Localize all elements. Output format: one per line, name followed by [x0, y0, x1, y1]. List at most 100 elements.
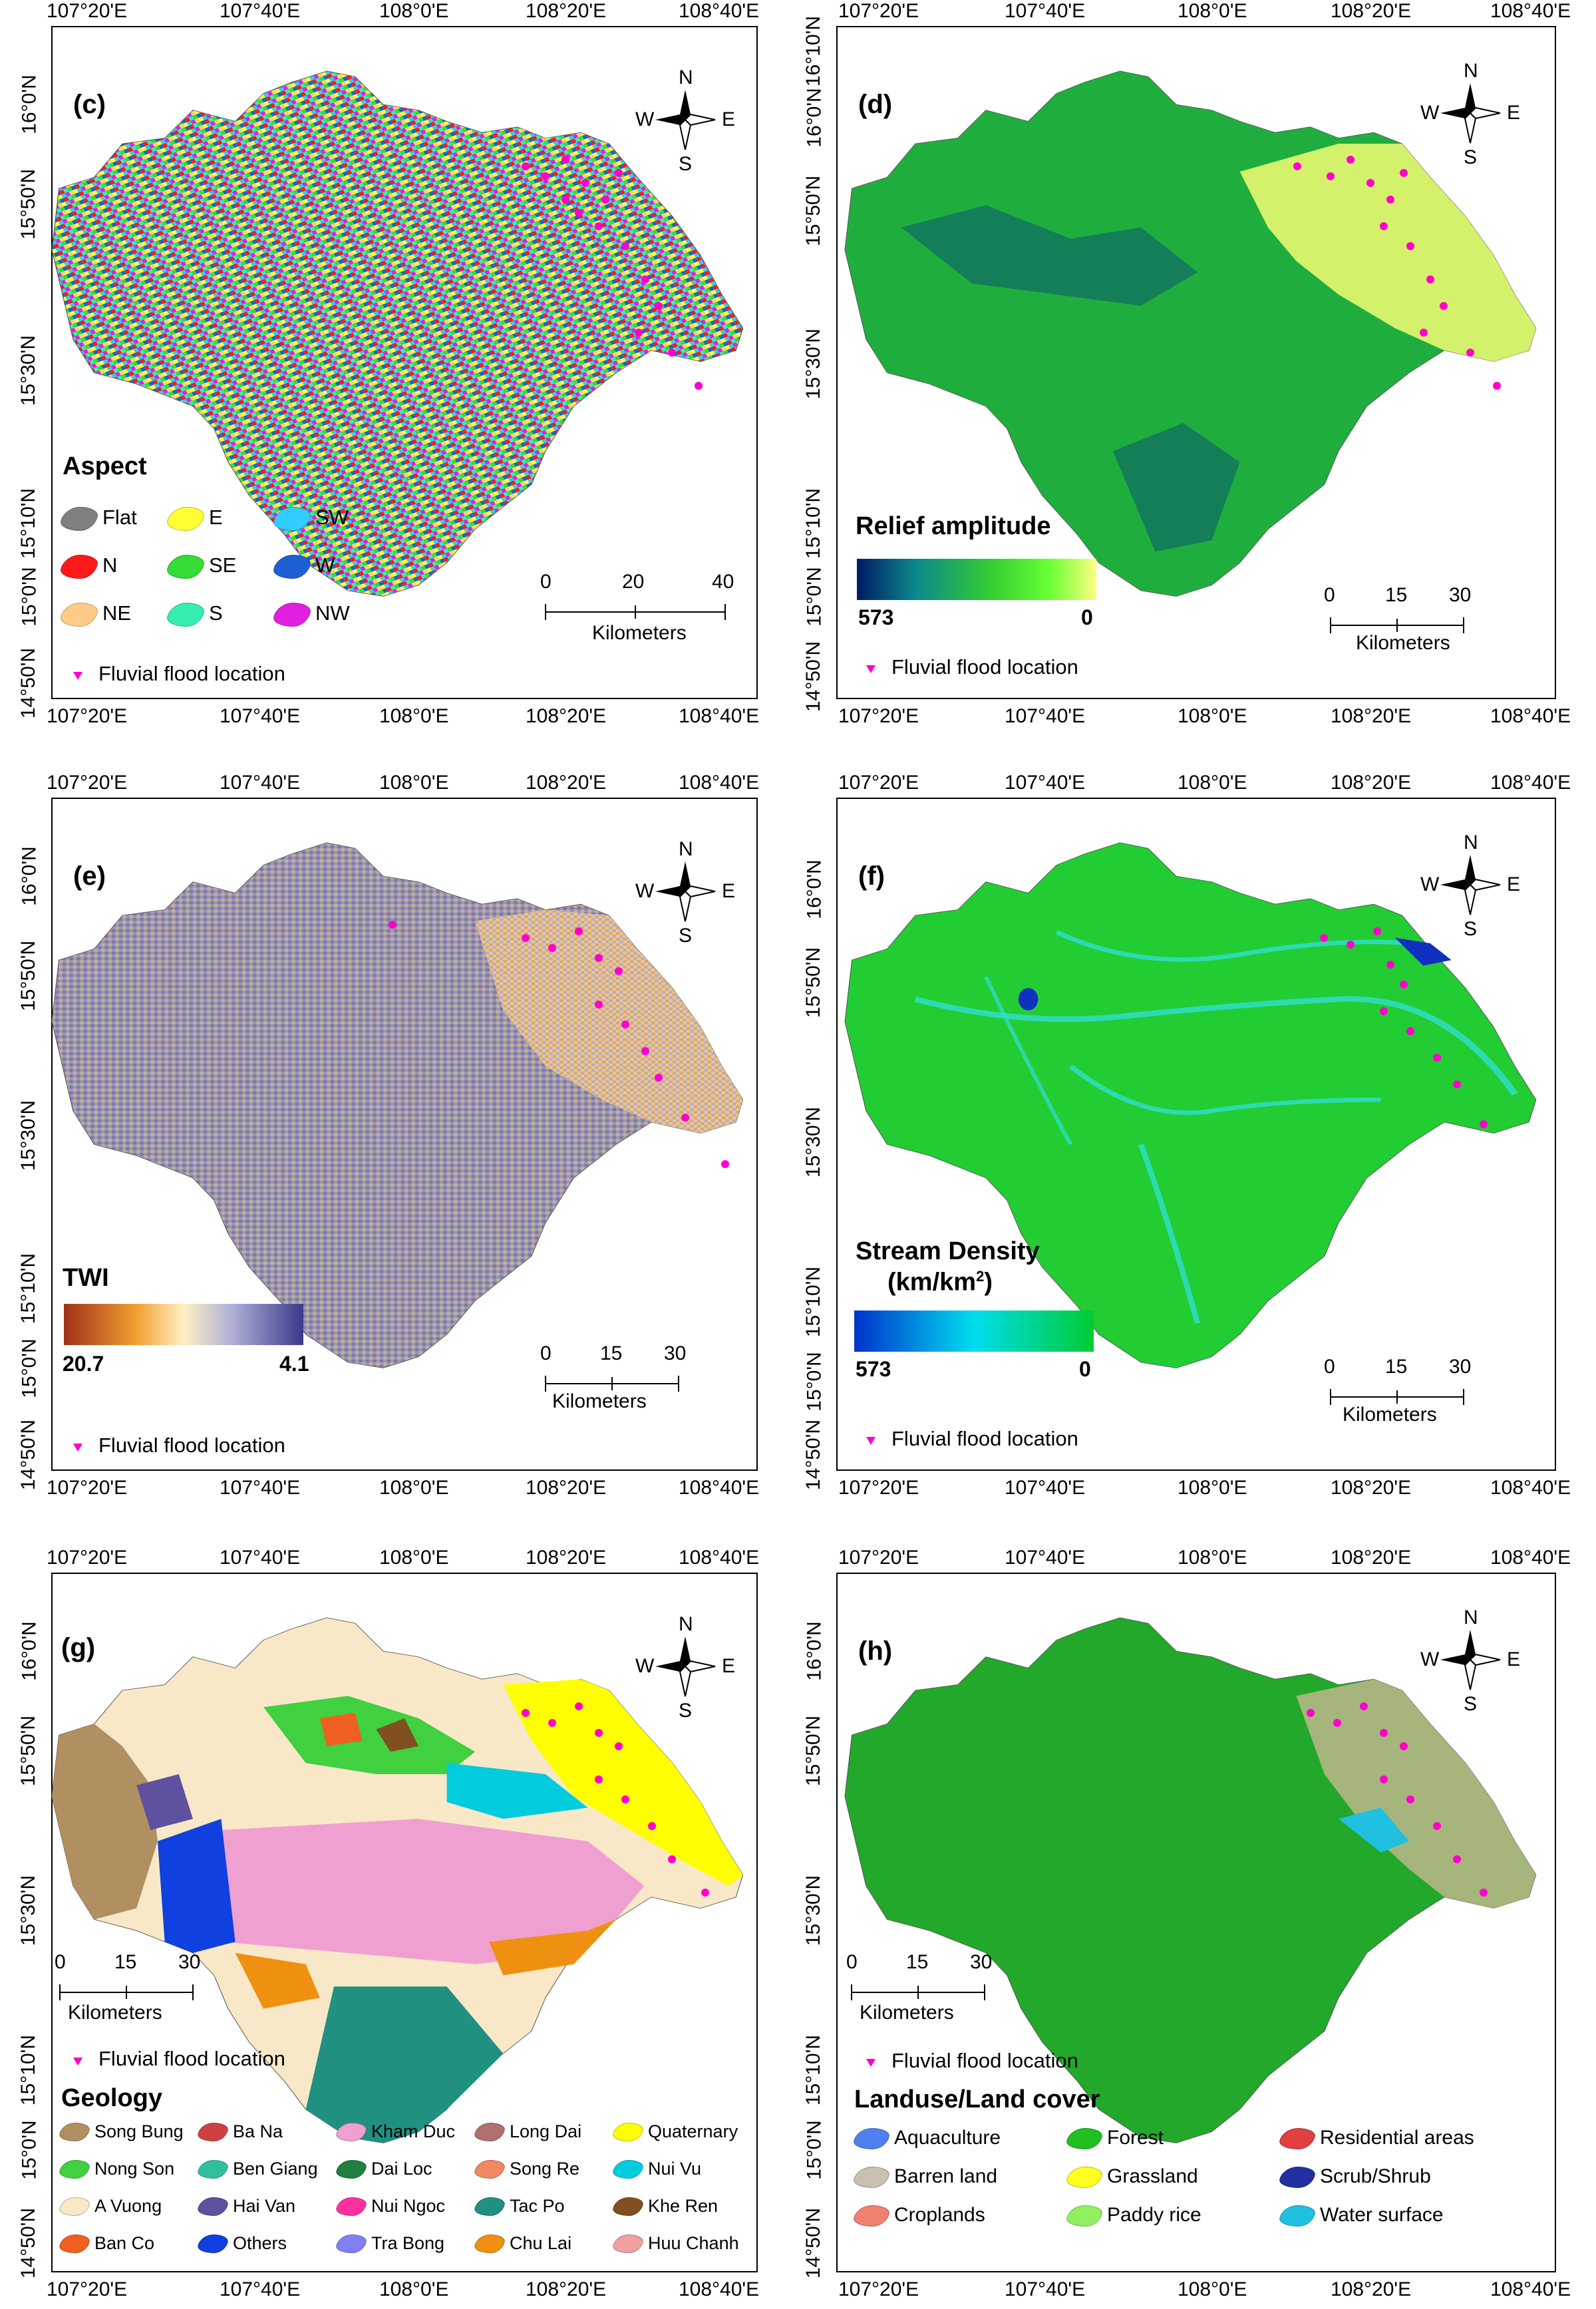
- compass-n-f: N: [1464, 832, 1478, 853]
- lon-tick-top-2: 107°40'E: [1005, 772, 1086, 794]
- lon-tick-top-3: 108°0'E: [379, 1547, 449, 1569]
- scale-tick-c-1: 20: [622, 571, 645, 593]
- lon-tick-top-3: 108°0'E: [1178, 772, 1247, 794]
- panel-label-h: (h): [858, 1636, 893, 1666]
- geology-legend-label: Tra Bong: [371, 2233, 445, 2253]
- lon-tick-top-4: 108°20'E: [1331, 0, 1412, 22]
- lat-tick-left-6: 14°50'N: [802, 1419, 825, 1491]
- compass-n-d: N: [1464, 60, 1478, 82]
- lat-tick-left-6: 14°50'N: [17, 647, 40, 719]
- twi-ramp: [64, 1304, 303, 1345]
- lat-tick-left-3: 15°30'N: [17, 1875, 40, 1946]
- landuse-legend-label: Barren land: [894, 2165, 998, 2187]
- panel-h-svg: [836, 1573, 1556, 2272]
- geology-swatch-icon: [58, 2160, 91, 2179]
- aspect-legend-label: E: [209, 506, 223, 529]
- lon-tick-top-4: 108°20'E: [1331, 772, 1412, 794]
- lon-tick-top-2: 107°40'E: [1005, 0, 1086, 22]
- lon-tick-top-5: 108°40'E: [679, 1547, 760, 1569]
- lat-tick-left-4: 15°10'N: [802, 2034, 825, 2106]
- lon-tick-top-3: 108°0'E: [1178, 0, 1247, 22]
- panel-f-svg: [836, 798, 1556, 1471]
- flood-points-g: [522, 1702, 709, 1897]
- lon-tick-bottom-4: 108°20'E: [1331, 705, 1412, 727]
- lat-tick-left-2: 15°50'N: [17, 168, 40, 240]
- lat-tick-left-2: 15°50'N: [802, 1715, 825, 1787]
- landuse-legend-label: Forest: [1107, 2127, 1164, 2149]
- lat-tick-left-3: 15°30'N: [802, 1106, 825, 1178]
- panel-g-svg: [51, 1573, 758, 2272]
- compass-w-g: W: [635, 1655, 655, 1677]
- lon-tick-bottom-1: 107°20'E: [47, 1477, 128, 1499]
- lon-tick-top-4: 108°20'E: [526, 1547, 607, 1569]
- scale-tick-e-1: 15: [600, 1342, 623, 1364]
- relief-ramp: [857, 559, 1096, 600]
- landuse-swatch-icon: [1064, 2167, 1104, 2188]
- lat-tick-left-5: 15°0'N: [803, 567, 826, 627]
- compass-s-h: S: [1464, 1693, 1478, 1715]
- lon-tick-top-3: 108°0'E: [379, 0, 449, 22]
- lon-tick-top-4: 108°20'E: [526, 0, 607, 22]
- lon-tick-top-4: 108°20'E: [1331, 1547, 1412, 1569]
- compass-s-c: S: [679, 153, 693, 175]
- lon-tick-bottom-4: 108°20'E: [1331, 2278, 1412, 2300]
- scale-tick-d-0: 0: [1324, 584, 1335, 606]
- scale-tick-e-2: 30: [664, 1342, 687, 1364]
- compass-w-d: W: [1420, 102, 1440, 124]
- panel-d-relief-map: 107°20'E 107°40'E 108°0'E 108°20'E 108°4…: [802, 0, 1583, 732]
- geology-swatch-icon: [473, 2160, 506, 2179]
- panel-c-aspect-map: 107°20'E 107°40'E 108°0'E 108°20'E 108°4…: [17, 0, 785, 732]
- lon-tick-top-2: 107°40'E: [220, 1547, 301, 1569]
- lat-tick-left-3: 15°30'N: [17, 335, 40, 406]
- geology-swatch-icon: [473, 2234, 506, 2253]
- geology-legend-label: Ba Na: [233, 2121, 283, 2141]
- lon-tick-top-1: 107°20'E: [838, 772, 919, 794]
- panel-label-f: (f): [858, 861, 885, 891]
- geology-swatch-icon: [335, 2160, 368, 2179]
- lon-tick-bottom-5: 108°40'E: [679, 705, 760, 727]
- aspect-swatch-icon: [165, 555, 206, 579]
- flood-points-h: [1307, 1702, 1488, 1897]
- compass-e-f: E: [1507, 873, 1521, 895]
- legend-title-d: Relief amplitude: [856, 512, 1051, 540]
- landuse-swatch-icon: [852, 2167, 891, 2188]
- lon-tick-bottom-3: 108°0'E: [1178, 705, 1247, 727]
- scale-bar-f: [1330, 1389, 1464, 1405]
- map-frame: [836, 26, 1556, 699]
- geology-legend-label: Song Bung: [94, 2121, 184, 2141]
- legend-geology: Song Bung Ba Na Kham Duc Long Dai Quaternary…: [58, 2121, 765, 2281]
- flood-marker-icon-d: [866, 665, 876, 675]
- scale-tick-c-0: 0: [540, 571, 552, 593]
- lat-tick-left-6: 14°50'N: [802, 2207, 825, 2279]
- aspect-swatch-icon: [271, 507, 313, 531]
- geology-swatch-icon: [473, 2197, 506, 2216]
- ramp-max-e: 4.1: [279, 1352, 309, 1376]
- lat-tick-left-0: 16°10'N: [802, 15, 825, 87]
- flood-points-f: [1320, 927, 1488, 1128]
- geology-legend-label: Song Re: [510, 2159, 580, 2179]
- lon-tick-bottom-4: 108°20'E: [526, 1477, 607, 1499]
- lat-tick-left-5: 15°0'N: [18, 567, 41, 627]
- lat-tick-left-2: 15°50'N: [802, 947, 825, 1018]
- north-arrow-g: [655, 1636, 716, 1697]
- lon-tick-bottom-1: 107°20'E: [838, 2278, 919, 2300]
- lon-tick-bottom-4: 108°20'E: [526, 705, 607, 727]
- lon-tick-bottom-3: 108°0'E: [1178, 2278, 1247, 2300]
- geology-legend-label: Hai Van: [233, 2196, 296, 2216]
- panel-e-svg: [51, 798, 758, 1471]
- compass-w-h: W: [1420, 1648, 1440, 1670]
- geology-swatch-icon: [335, 2234, 368, 2253]
- geology-legend-label: Khe Ren: [648, 2196, 718, 2216]
- scale-tick-d-1: 15: [1385, 584, 1408, 606]
- compass-e-h: E: [1507, 1648, 1521, 1670]
- panel-label-e: (e): [73, 861, 106, 891]
- compass-e-e: E: [722, 880, 736, 902]
- lat-tick-left-1: 16°0'N: [18, 846, 41, 906]
- legend-unit-close: ): [984, 1268, 993, 1297]
- north-arrow-d: [1440, 83, 1501, 144]
- scale-tick-e-0: 0: [540, 1342, 552, 1364]
- lon-tick-bottom-5: 108°40'E: [1490, 1477, 1571, 1499]
- lat-tick-left-5: 15°0'N: [803, 2120, 826, 2180]
- geology-swatch-icon: [335, 2123, 368, 2141]
- study-area-stream: [844, 842, 1537, 1368]
